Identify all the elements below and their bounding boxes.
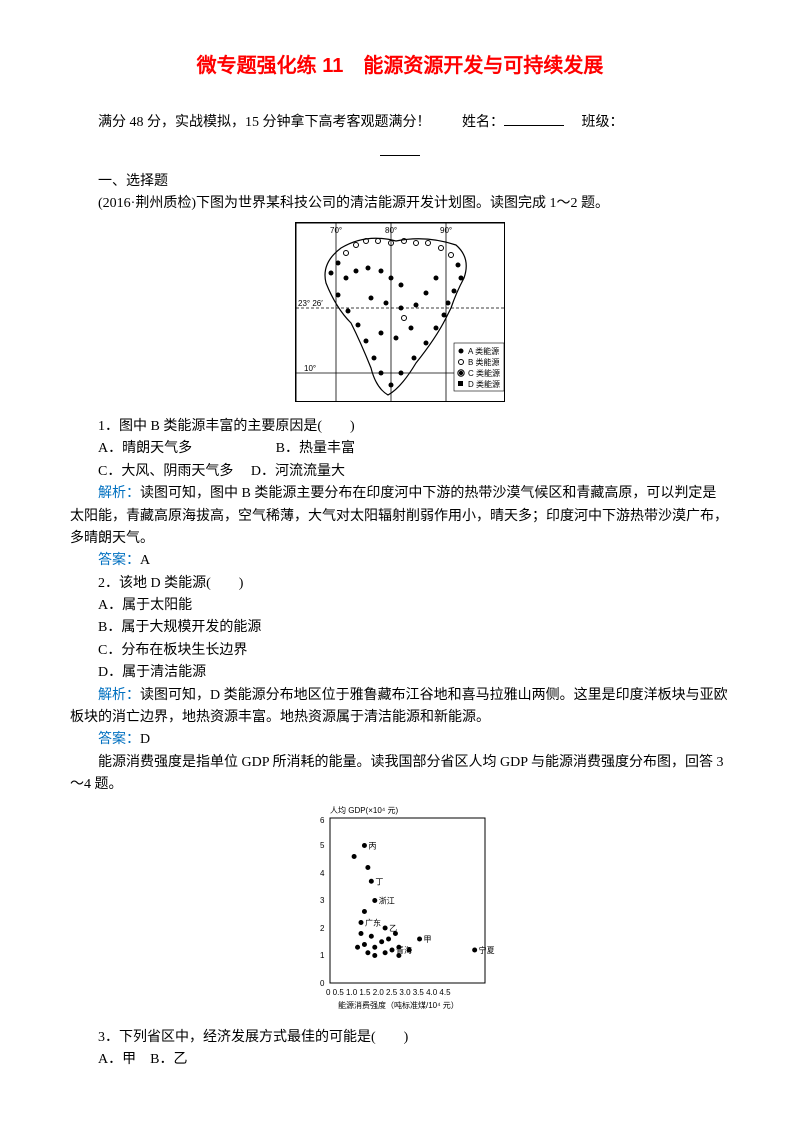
svg-text:宁夏: 宁夏 [479, 945, 495, 955]
svg-text:2: 2 [320, 924, 325, 933]
name-blank[interactable] [504, 112, 564, 126]
analysis-label: 解析： [98, 688, 140, 703]
intro-line: 满分 48 分，实战模拟，15 分钟拿下高考客观题满分！ 姓名： 班级： [70, 112, 730, 134]
q1-optB: B．热量丰富 [276, 441, 355, 456]
class-blank-row [70, 142, 730, 164]
q2-answer-val: D [140, 732, 150, 747]
q1-optC: C．大风、阴雨天气多 [98, 464, 233, 479]
lon-80: 80° [385, 226, 397, 235]
class-blank[interactable] [380, 142, 420, 156]
svg-text:4: 4 [320, 869, 325, 878]
q1-optA: A．晴朗天气多 [98, 441, 192, 456]
intro-text: 满分 48 分，实战模拟，15 分钟拿下高考客观题满分！ [98, 115, 431, 130]
chart-intro: 能源消费强度是指单位 GDP 所消耗的能量。读我国部分省区人均 GDP 与能源消… [70, 752, 730, 797]
analysis-label: 解析： [98, 486, 140, 501]
yticks: 0 1 2 3 4 5 6 [320, 816, 325, 988]
lon-90: 90° [440, 226, 452, 235]
svg-text:C 类能源: C 类能源 [468, 368, 500, 378]
q2-optB: B．属于大规模开发的能源 [70, 617, 730, 639]
svg-text:A 类能源: A 类能源 [468, 346, 499, 356]
section-heading: 一、选择题 [70, 171, 730, 193]
q2-analysis-text: 读图可知，D 类能源分布地区位于雅鲁藏布江谷地和喜马拉雅山两侧。这里是印度洋板块… [70, 688, 728, 725]
svg-text:D 类能源: D 类能源 [468, 379, 500, 389]
q2-optD: D．属于清洁能源 [70, 662, 730, 684]
svg-text:浙江: 浙江 [379, 895, 395, 905]
q1-opts-row1: A．晴朗天气多 B．热量丰富 [70, 438, 730, 460]
q2-optC: C．分布在板块生长边界 [70, 640, 730, 662]
ylabel: 人均 GDP(×10⁴ 元) [330, 805, 398, 815]
xticks: 0 0.5 1.0 1.5 2.0 2.5 3.0 3.5 4.0 4.5 [326, 988, 451, 997]
svg-text:B 类能源: B 类能源 [468, 357, 500, 367]
svg-text:5: 5 [320, 841, 325, 850]
context-1-2: (2016·荆州质检)下图为世界某科技公司的清洁能源开发计划图。读图完成 1～2… [70, 193, 730, 215]
q3-optB: B．乙 [150, 1052, 187, 1067]
q1-analysis-text: 读图可知，图中 B 类能源主要分布在印度河中下游的热带沙漠气候区和青藏高原，可以… [70, 486, 728, 546]
india-map-svg: 70° 80° 90° 23° 26′ 10° [295, 222, 505, 402]
svg-text:青海: 青海 [396, 945, 412, 955]
svg-text:丁: 丁 [375, 877, 383, 886]
svg-text:甲: 甲 [424, 935, 432, 944]
lon-70: 70° [330, 226, 342, 235]
xlabel: 能源消费强度（吨标准煤/10⁴ 元） [338, 1000, 459, 1010]
q1-stem: 1．图中 B 类能源丰富的主要原因是( ) [70, 416, 730, 438]
answer-label: 答案： [98, 732, 140, 747]
q1-answer: 答案：A [70, 550, 730, 572]
lat-10: 10° [304, 364, 316, 373]
map-legend: A 类能源 B 类能源 C 类能源 D 类能源 [454, 343, 504, 391]
map-figure: 70° 80° 90° 23° 26′ 10° [70, 222, 730, 410]
q1-opts-row2: C．大风、阴雨天气多 D．河流流量大 [70, 461, 730, 483]
svg-text:3: 3 [320, 896, 325, 905]
q1-answer-val: A [140, 553, 150, 568]
answer-label: 答案： [98, 553, 140, 568]
q3-opts: A．甲 B．乙 [70, 1049, 730, 1071]
q2-answer: 答案：D [70, 729, 730, 751]
scatter-figure: 人均 GDP(×10⁴ 元) 0 1 2 3 4 5 6 0 0.5 1.0 1.5 2.… [70, 803, 730, 1021]
q2-optA: A．属于太阳能 [70, 595, 730, 617]
q1-analysis: 解析：读图可知，图中 B 类能源主要分布在印度河中下游的热带沙漠气候区和青藏高原… [70, 483, 730, 550]
svg-text:1: 1 [320, 951, 325, 960]
svg-text:丙: 丙 [368, 841, 376, 850]
q3-optA: A．甲 [98, 1052, 136, 1067]
q3-stem: 3．下列省区中，经济发展方式最佳的可能是( ) [70, 1027, 730, 1049]
q1-optD: D．河流流量大 [251, 464, 345, 479]
svg-text:乙: 乙 [389, 924, 397, 933]
scatter-svg: 人均 GDP(×10⁴ 元) 0 1 2 3 4 5 6 0 0.5 1.0 1.5 2.… [300, 803, 500, 1013]
name-label: 姓名： [462, 115, 504, 130]
lat-tropic: 23° 26′ [298, 299, 323, 308]
q2-analysis: 解析：读图可知，D 类能源分布地区位于雅鲁藏布江谷地和喜马拉雅山两侧。这里是印度… [70, 685, 730, 730]
page-title: 微专题强化练 11 能源资源开发与可持续发展 [70, 50, 730, 82]
svg-text:广东: 广东 [365, 917, 381, 927]
q2-stem: 2．该地 D 类能源( ) [70, 573, 730, 595]
svg-text:0: 0 [320, 979, 325, 988]
class-label: 班级： [582, 115, 624, 130]
svg-text:6: 6 [320, 816, 325, 825]
